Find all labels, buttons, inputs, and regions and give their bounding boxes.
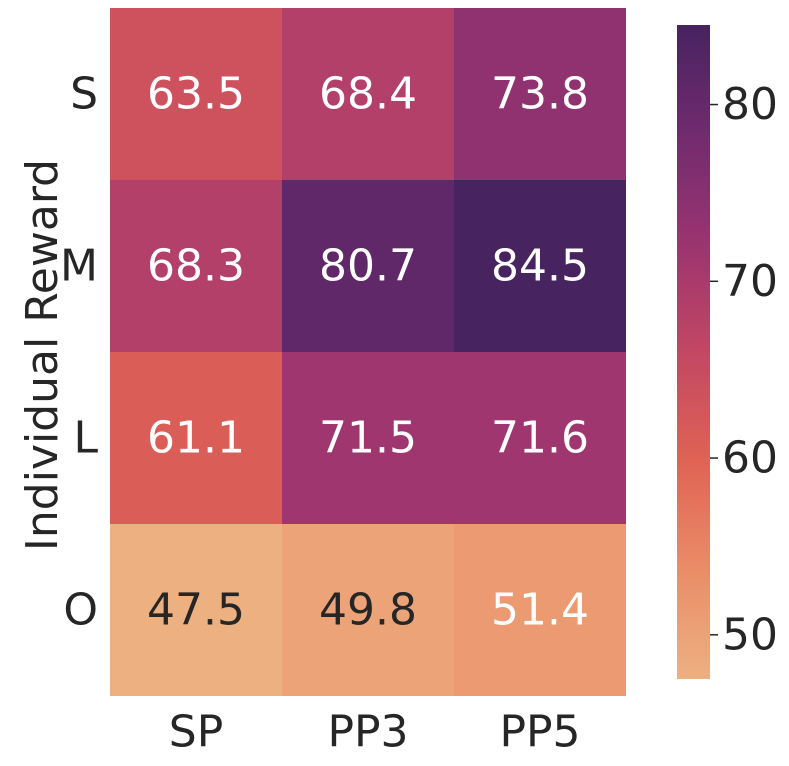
cell-value-label: 47.5 <box>147 585 245 636</box>
heatmap-cell-l-sp <box>110 352 282 524</box>
cell-value-label: 73.8 <box>491 69 589 120</box>
heatmap-cell-m-pp5 <box>454 180 626 352</box>
heatmap-cell-o-pp3 <box>282 524 454 696</box>
y-axis-label: Individual Reward <box>17 159 68 551</box>
cell-value-label: 68.3 <box>147 241 245 292</box>
heatmap-cell-s-sp <box>110 8 282 180</box>
heatmap-cell-m-pp3 <box>282 180 454 352</box>
colorbar-tick-label: 70 <box>722 256 778 307</box>
cell-value-label: 71.5 <box>319 413 417 464</box>
colorbar-tick-label: 50 <box>722 609 778 660</box>
heatmap-cells <box>110 8 626 696</box>
heatmap-cell-m-sp <box>110 180 282 352</box>
y-tick-label-l: L <box>73 413 98 464</box>
heatmap-cell-o-pp5 <box>454 524 626 696</box>
cell-value-label: 80.7 <box>319 241 417 292</box>
cell-value-label: 61.1 <box>147 413 245 464</box>
colorbar-tick-label: 80 <box>722 79 778 130</box>
y-tick-label-s: S <box>70 69 98 120</box>
x-tick-label-pp5: PP5 <box>499 707 580 758</box>
x-tick-label-pp3: PP3 <box>327 707 408 758</box>
heatmap-cell-s-pp5 <box>454 8 626 180</box>
colorbar-tick-label: 60 <box>722 433 778 484</box>
colorbar-ticks: 50 60 70 80 <box>710 79 778 660</box>
y-tick-label-o: O <box>63 585 98 636</box>
y-tick-label-m: M <box>60 241 98 292</box>
heatmap-cell-s-pp3 <box>282 8 454 180</box>
heatmap-cell-l-pp3 <box>282 352 454 524</box>
colorbar <box>677 25 710 679</box>
y-tick-labels: S M L O <box>60 69 98 636</box>
cell-value-label: 63.5 <box>147 69 245 120</box>
cell-value-label: 71.6 <box>491 413 589 464</box>
cell-value-label: 84.5 <box>491 241 589 292</box>
heatmap-cell-o-sp <box>110 524 282 696</box>
cell-value-label: 68.4 <box>319 69 417 120</box>
x-tick-labels: SP PP3 PP5 <box>169 707 581 758</box>
x-tick-label-sp: SP <box>169 707 223 758</box>
cell-value-label: 51.4 <box>491 585 589 636</box>
heatmap-cell-l-pp5 <box>454 352 626 524</box>
cell-value-label: 49.8 <box>319 585 417 636</box>
cell-value-labels: 63.5 68.4 73.8 68.3 80.7 84.5 61.1 71.5 71.6 47.5… <box>147 69 589 636</box>
